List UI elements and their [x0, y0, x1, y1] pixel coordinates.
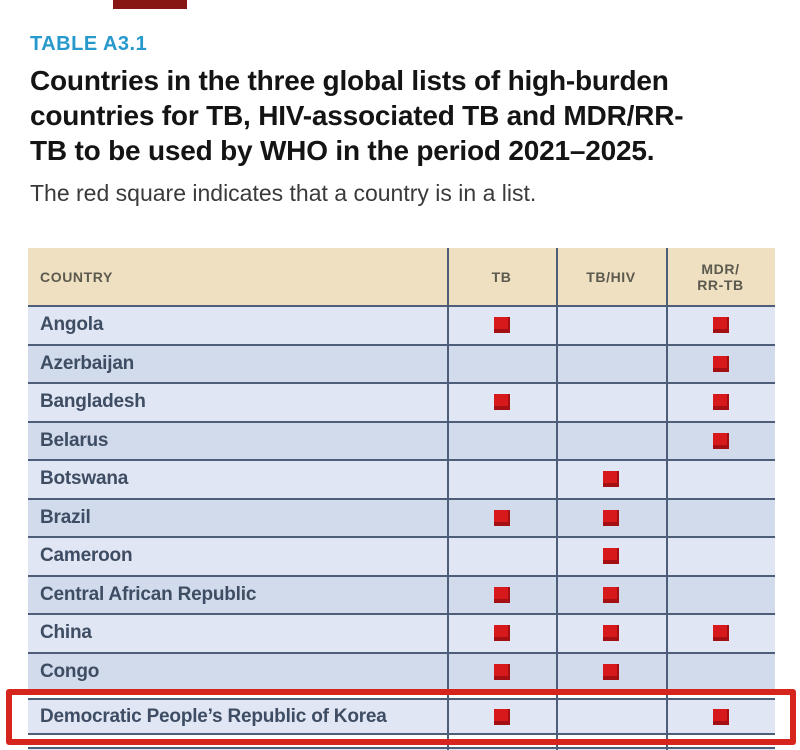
mark-cell — [447, 577, 556, 614]
table-row: Azerbaijan — [28, 345, 775, 384]
list-membership-square-icon — [603, 509, 619, 526]
country-cell: Congo — [40, 660, 100, 682]
mark-cell — [447, 423, 556, 460]
country-cell: Angola — [40, 314, 104, 336]
list-membership-square-icon — [603, 548, 619, 565]
list-membership-square-icon — [493, 317, 510, 334]
list-membership-square-icon — [712, 317, 729, 334]
mark-cell — [447, 500, 556, 537]
table-row: Democratic People’s Republic of Korea — [28, 698, 775, 735]
table-row: Cameroon — [28, 538, 775, 577]
list-membership-square-icon — [603, 663, 619, 680]
list-membership-square-icon — [493, 509, 510, 526]
list-membership-square-icon — [493, 394, 510, 411]
mark-cell — [447, 461, 556, 498]
table-title-line: countries for TB, HIV-associated TB and … — [30, 100, 684, 131]
mark-cell — [666, 500, 775, 537]
mark-cell — [556, 577, 666, 614]
high-burden-countries-table: COUNTRY TB TB/HIV MDR/ RR-TB Angola Azerb… — [28, 248, 775, 735]
country-cell: Botswana — [40, 468, 129, 490]
table-header-row: COUNTRY TB TB/HIV MDR/ RR-TB — [28, 248, 775, 307]
mark-cell — [556, 500, 666, 537]
list-membership-square-icon — [712, 394, 729, 411]
mark-cell — [666, 577, 775, 614]
table-row: Congo — [28, 653, 775, 692]
mark-cell — [447, 346, 556, 383]
country-cell: Belarus — [40, 429, 109, 451]
mark-cell — [556, 654, 666, 691]
country-cell: Central African Republic — [40, 583, 257, 605]
table-body: Angola Azerbaijan Bangladesh Belarus Botswan… — [28, 307, 775, 735]
table-row: Bangladesh — [28, 384, 775, 423]
mark-cell — [556, 461, 666, 498]
country-cell: China — [40, 622, 92, 644]
red-highlight-annotation-box — [6, 689, 796, 745]
country-cell: Bangladesh — [40, 391, 146, 413]
mark-cell — [666, 654, 775, 691]
list-membership-square-icon — [712, 625, 729, 642]
highlight-gap — [28, 692, 775, 698]
table-title-line: TB to be used by WHO in the period 2021–… — [30, 135, 655, 166]
country-cell: Democratic People’s Republic of Korea — [40, 705, 387, 727]
list-membership-square-icon — [712, 355, 729, 372]
mark-cell — [447, 700, 556, 733]
mark-cell — [447, 307, 556, 344]
mark-cell — [666, 307, 775, 344]
table-row: Central African Republic — [28, 576, 775, 615]
column-grid-line — [666, 248, 668, 750]
mark-cell — [666, 423, 775, 460]
table-row: Botswana — [28, 461, 775, 500]
country-column-header: COUNTRY — [40, 268, 113, 285]
mdrrrtb-column-header: MDR/ RR-TB — [697, 260, 744, 293]
table-subtitle: The red square indicates that a country … — [30, 180, 537, 206]
list-membership-square-icon — [712, 432, 729, 449]
mark-cell — [447, 615, 556, 652]
mark-cell — [556, 423, 666, 460]
country-cell: Azerbaijan — [40, 352, 135, 374]
cropped-red-artifact — [113, 0, 187, 9]
table-row: China — [28, 615, 775, 654]
table-row: Brazil — [28, 499, 775, 538]
table-row: Belarus — [28, 422, 775, 461]
mark-cell — [447, 384, 556, 421]
column-grid-line — [447, 248, 449, 750]
tbhiv-column-header: TB/HIV — [586, 268, 636, 285]
mark-cell — [556, 384, 666, 421]
list-membership-square-icon — [712, 708, 729, 725]
mark-cell — [556, 615, 666, 652]
mark-cell — [666, 700, 775, 733]
list-membership-square-icon — [603, 625, 619, 642]
mark-cell — [666, 346, 775, 383]
mark-cell — [556, 538, 666, 575]
table-title: Countries in the three global lists of h… — [30, 63, 770, 168]
mark-cell — [666, 538, 775, 575]
mark-cell — [447, 654, 556, 691]
mark-cell — [666, 384, 775, 421]
list-membership-square-icon — [603, 586, 619, 603]
tb-column-header: TB — [491, 268, 512, 285]
mark-cell — [447, 538, 556, 575]
mark-cell — [666, 461, 775, 498]
list-membership-square-icon — [493, 625, 510, 642]
list-membership-square-icon — [493, 663, 510, 680]
mark-cell — [666, 615, 775, 652]
country-cell: Brazil — [40, 506, 91, 528]
country-cell: Cameroon — [40, 545, 133, 567]
column-grid-line — [556, 248, 558, 750]
table-row: Angola — [28, 307, 775, 346]
table-title-line: Countries in the three global lists of h… — [30, 65, 669, 96]
table-number-label: TABLE A3.1 — [30, 33, 148, 55]
list-membership-square-icon — [493, 708, 510, 725]
list-membership-square-icon — [493, 586, 510, 603]
mark-cell — [556, 346, 666, 383]
partial-next-row — [28, 747, 775, 750]
mark-cell — [556, 307, 666, 344]
list-membership-square-icon — [603, 471, 619, 488]
